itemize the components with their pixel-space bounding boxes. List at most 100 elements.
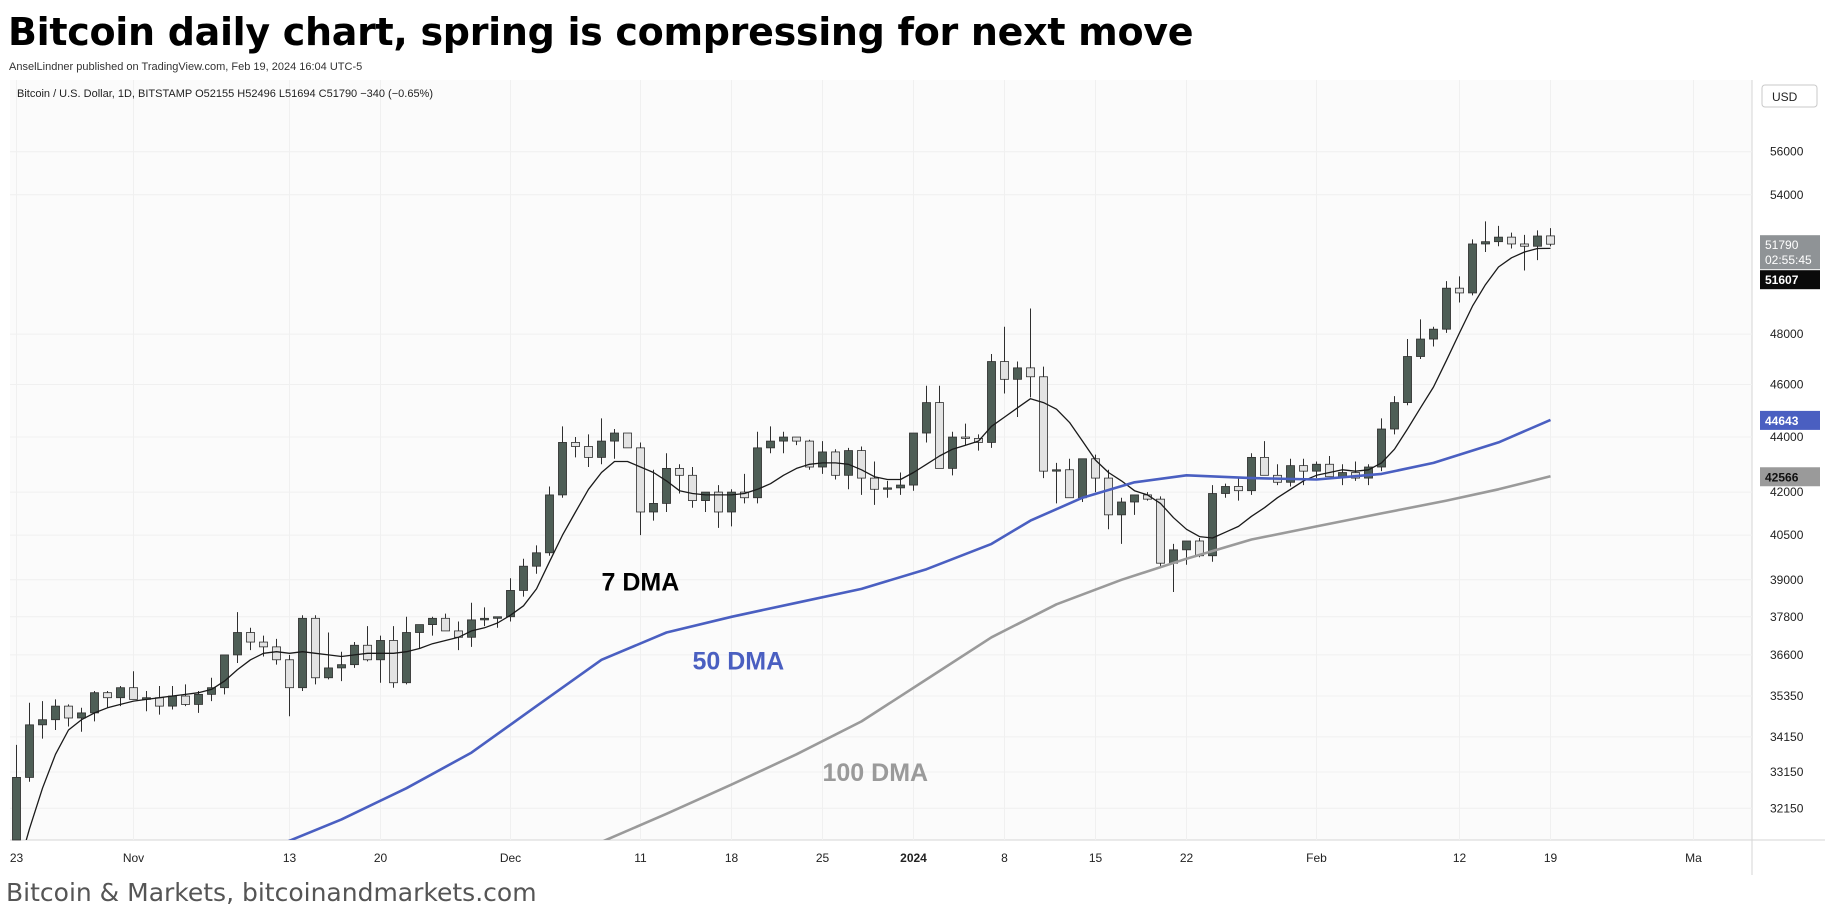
candle <box>1468 239 1477 296</box>
candle <box>25 702 34 782</box>
candle-body-up <box>1364 466 1373 479</box>
price-tick-label: 33150 <box>1770 765 1804 779</box>
candle <box>129 671 138 700</box>
candle <box>766 426 775 454</box>
candle <box>831 449 840 480</box>
time-tick-label: 13 <box>283 851 297 865</box>
candle <box>1039 366 1048 479</box>
candle-body-down <box>285 659 294 689</box>
annotation-label: 7 DMA <box>602 568 680 596</box>
time-axis[interactable]: 23 Nov 13 20 Dec 11 18 25 2024 8 15 22 Feb 12 19 Ma <box>10 851 1702 865</box>
candle <box>428 616 437 636</box>
price-label-value: 44643 <box>1765 414 1799 428</box>
price-label-dma50: 44643 <box>1760 410 1820 430</box>
candle <box>909 432 918 491</box>
candle <box>51 699 60 730</box>
candle <box>779 431 788 454</box>
candle <box>1000 326 1009 394</box>
candle <box>220 654 229 695</box>
candle <box>818 441 827 474</box>
price-axis[interactable]: 56000 54000 48000 46000 44000 42000 40500 39000… <box>1770 145 1804 816</box>
candle-body-up <box>896 484 905 489</box>
price-tick-label: 32150 <box>1770 801 1804 815</box>
candle <box>571 437 580 458</box>
annotation-label: 100 DMA <box>823 759 929 787</box>
last-price-box <box>1760 235 1820 270</box>
candle <box>1182 540 1191 565</box>
candle-body-up <box>77 712 86 719</box>
candle <box>1286 458 1295 487</box>
time-tick-label: 23 <box>10 851 23 865</box>
candle-body-up <box>233 632 242 656</box>
candle-body-up <box>545 494 554 554</box>
time-tick-label: 12 <box>1453 851 1467 865</box>
candle <box>545 486 554 556</box>
candle <box>298 615 307 692</box>
candle-body-up <box>558 442 567 496</box>
candle-body-down <box>857 450 866 479</box>
chart-area[interactable]: 56000 54000 48000 46000 44000 42000 40500 39000… <box>10 80 1825 875</box>
candle-body-up <box>727 491 736 513</box>
dma50-line <box>287 418 1552 840</box>
currency-button[interactable]: USD <box>1761 84 1818 108</box>
candle <box>1156 496 1165 568</box>
time-tick-label: 2024 <box>900 851 927 865</box>
candle-body-up <box>766 440 775 449</box>
candle <box>1390 396 1399 435</box>
candle-body-down <box>129 687 138 700</box>
candle-body-up <box>38 719 47 726</box>
candle-body-up <box>1078 458 1087 499</box>
candle-body-up <box>1052 469 1061 472</box>
candle-body-up <box>818 451 827 468</box>
candle-body-down <box>311 617 320 679</box>
price-label-dma100: 42566 <box>1760 467 1820 487</box>
candle <box>740 473 749 504</box>
annotations: 7 DMA 50 DMA 100 DMA <box>602 568 929 787</box>
candlestick-chart[interactable]: 56000 54000 48000 46000 44000 42000 40500 39000… <box>10 80 1825 875</box>
price-label-value: 42566 <box>1765 470 1799 484</box>
candle <box>181 684 190 707</box>
candle-body-down <box>1546 235 1555 245</box>
candle-body-down <box>259 641 268 648</box>
candle-body-down <box>1455 287 1464 294</box>
candle <box>103 691 112 708</box>
candle-body-up <box>1403 356 1412 404</box>
candle-body-down <box>1091 458 1100 479</box>
candle-body-up <box>1013 367 1022 380</box>
candle-body-up <box>12 777 21 841</box>
dma100-line <box>602 475 1551 840</box>
candle-body-up <box>337 664 346 669</box>
candle-body-down <box>246 632 255 643</box>
candle-body-up <box>753 447 762 499</box>
candle-body-down <box>584 446 593 458</box>
candle-body-down <box>103 692 112 699</box>
candle-body-up <box>662 467 671 504</box>
candle-body-down <box>363 644 372 661</box>
candle <box>480 607 489 627</box>
candle <box>584 434 593 468</box>
price-tick-label: 40500 <box>1770 528 1804 542</box>
candle-body-up <box>493 616 502 619</box>
price-tick-label: 36600 <box>1770 648 1804 662</box>
candle <box>753 431 762 504</box>
candle <box>1442 281 1451 333</box>
candle <box>532 545 541 574</box>
candle <box>688 467 697 508</box>
candle <box>1104 469 1113 530</box>
candle <box>1234 476 1243 501</box>
candle-body-down <box>272 646 281 661</box>
candle-body-up <box>324 667 333 679</box>
candle <box>415 624 424 649</box>
price-tick-label: 54000 <box>1770 188 1804 202</box>
annotation-label: 50 DMA <box>693 648 785 676</box>
candle-body-up <box>1468 243 1477 294</box>
candle-body-down <box>740 491 749 499</box>
price-tick-label: 44000 <box>1770 430 1804 444</box>
candle-body-up <box>298 617 307 689</box>
candle <box>467 602 476 647</box>
candle <box>1065 458 1074 499</box>
time-tick-label: 19 <box>1544 851 1558 865</box>
time-tick-label: Nov <box>123 851 144 865</box>
candle <box>1221 483 1230 498</box>
